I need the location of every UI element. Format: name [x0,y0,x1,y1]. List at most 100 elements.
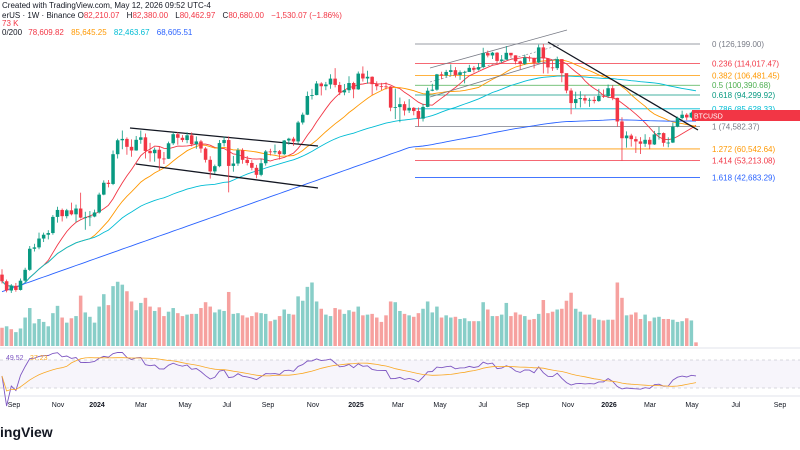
volume-bar [583,314,587,346]
volume-bar [180,316,185,346]
volume-bar [46,326,51,346]
chart-header: Created with TradingView.com, May 12, 20… [0,0,800,48]
rsi-values: 49.52 37.23 [6,355,48,362]
volume-bar [69,318,74,346]
volume-bar [273,319,277,346]
price-tag-text: BTCUSD [694,114,723,121]
volume-bar [78,295,83,346]
symbol-ohlc-line[interactable]: erUS · 1W · Binance O82,210.07 H82,380.0… [2,11,347,20]
volume-bar [615,282,620,346]
volume-bar [347,310,351,346]
rsi-band [0,360,800,388]
candle-body [120,138,125,141]
volume-bar [351,311,356,346]
ma-value-2: 85,645.25 [71,28,107,37]
candle-body [14,285,18,290]
x-tick-label: Jul [732,402,741,409]
volume-bar [638,318,643,346]
candle-body [435,74,439,90]
volume-bar [148,306,152,346]
candle-body [199,141,203,149]
volume-bar [453,316,458,346]
candle-body [587,99,592,101]
volume-bar [143,297,148,346]
volume-bar [365,314,370,346]
candle-body [439,74,444,76]
volume-bar [393,302,398,346]
ma-value-3: 82,463.67 [113,28,150,37]
ohlc-close-label: C [222,11,229,20]
candle-body [102,182,106,195]
candle-body [324,84,328,87]
candle-body [518,61,522,64]
volume-bar [472,321,476,346]
candle-body [495,52,499,61]
candle-body [268,151,273,153]
ma-line-20 [1,59,697,288]
volume-bar [458,318,462,346]
candle-body [620,121,624,139]
channel-lower-trendline[interactable] [429,58,557,98]
volume-bar [111,286,115,346]
candle-body [384,86,388,88]
candle-body [176,134,180,138]
candle-body [476,67,481,70]
candle-body [541,47,546,59]
rsi-ma-line [1,357,697,392]
volume-bar [671,319,675,346]
candle-body [592,99,596,102]
candle-body [287,138,291,141]
volume-bar [532,318,536,346]
volume-bar [370,313,374,346]
candle-body [310,95,314,96]
volume-bar [106,305,111,346]
volume-bar [499,314,504,346]
candle-body [407,107,411,111]
tradingview-logo[interactable]: ingView [0,424,53,440]
volume-bar [356,306,361,346]
x-tick-label: Sep [774,402,787,409]
volume-bar [476,321,481,346]
volume-bar [620,297,624,346]
downtrend-line[interactable] [547,41,699,131]
candle-body [606,88,610,97]
candle-body [328,78,333,85]
price-tag: BTCUSD [692,110,800,121]
volume-bar [287,313,291,346]
x-tick-label: May [685,402,699,409]
volume-bar [462,318,467,346]
candle-body [111,154,115,184]
candle-body [92,212,97,217]
fib-label-6: 1 (74,582.37) [712,122,760,131]
volume-fragment: 73 K [2,19,19,28]
ohlc-high-value: 82,380.00 [132,11,169,20]
ohlc-change-value: −1,530.07 (−1.86%) [271,11,342,20]
channel-upper-trendline[interactable] [429,29,568,69]
ma-values-line[interactable]: 0/200 78,609.82 85,645.25 82,463.67 68,6… [2,28,197,37]
volume-bar [694,342,698,346]
candle-body [333,78,337,85]
flag-lower-trendline[interactable] [135,163,319,189]
volume-bar [541,300,546,346]
candle-body [573,99,578,104]
volume-bar [661,318,666,346]
candle-body [203,148,208,160]
candle-body [291,138,296,142]
volume-bar [162,316,166,346]
candle-body [453,70,458,75]
rsi-ma-value: 37.23 [30,355,48,362]
x-tick-label: Jul [479,402,488,409]
candle-body [560,59,564,74]
volume-bar [384,315,388,346]
volume-bar [439,317,444,346]
candle-body [162,158,166,160]
candle-body [259,163,263,175]
volume-bar [379,321,384,346]
ma-value-1: 78,609.82 [28,28,64,37]
volume-bar [564,300,569,346]
volume-bar [134,310,138,346]
candle-body [347,83,351,91]
symbol-label[interactable]: erUS · 1W · Binance [2,11,76,20]
fib-label-7: 1.272 (60,542.64) [712,145,775,154]
